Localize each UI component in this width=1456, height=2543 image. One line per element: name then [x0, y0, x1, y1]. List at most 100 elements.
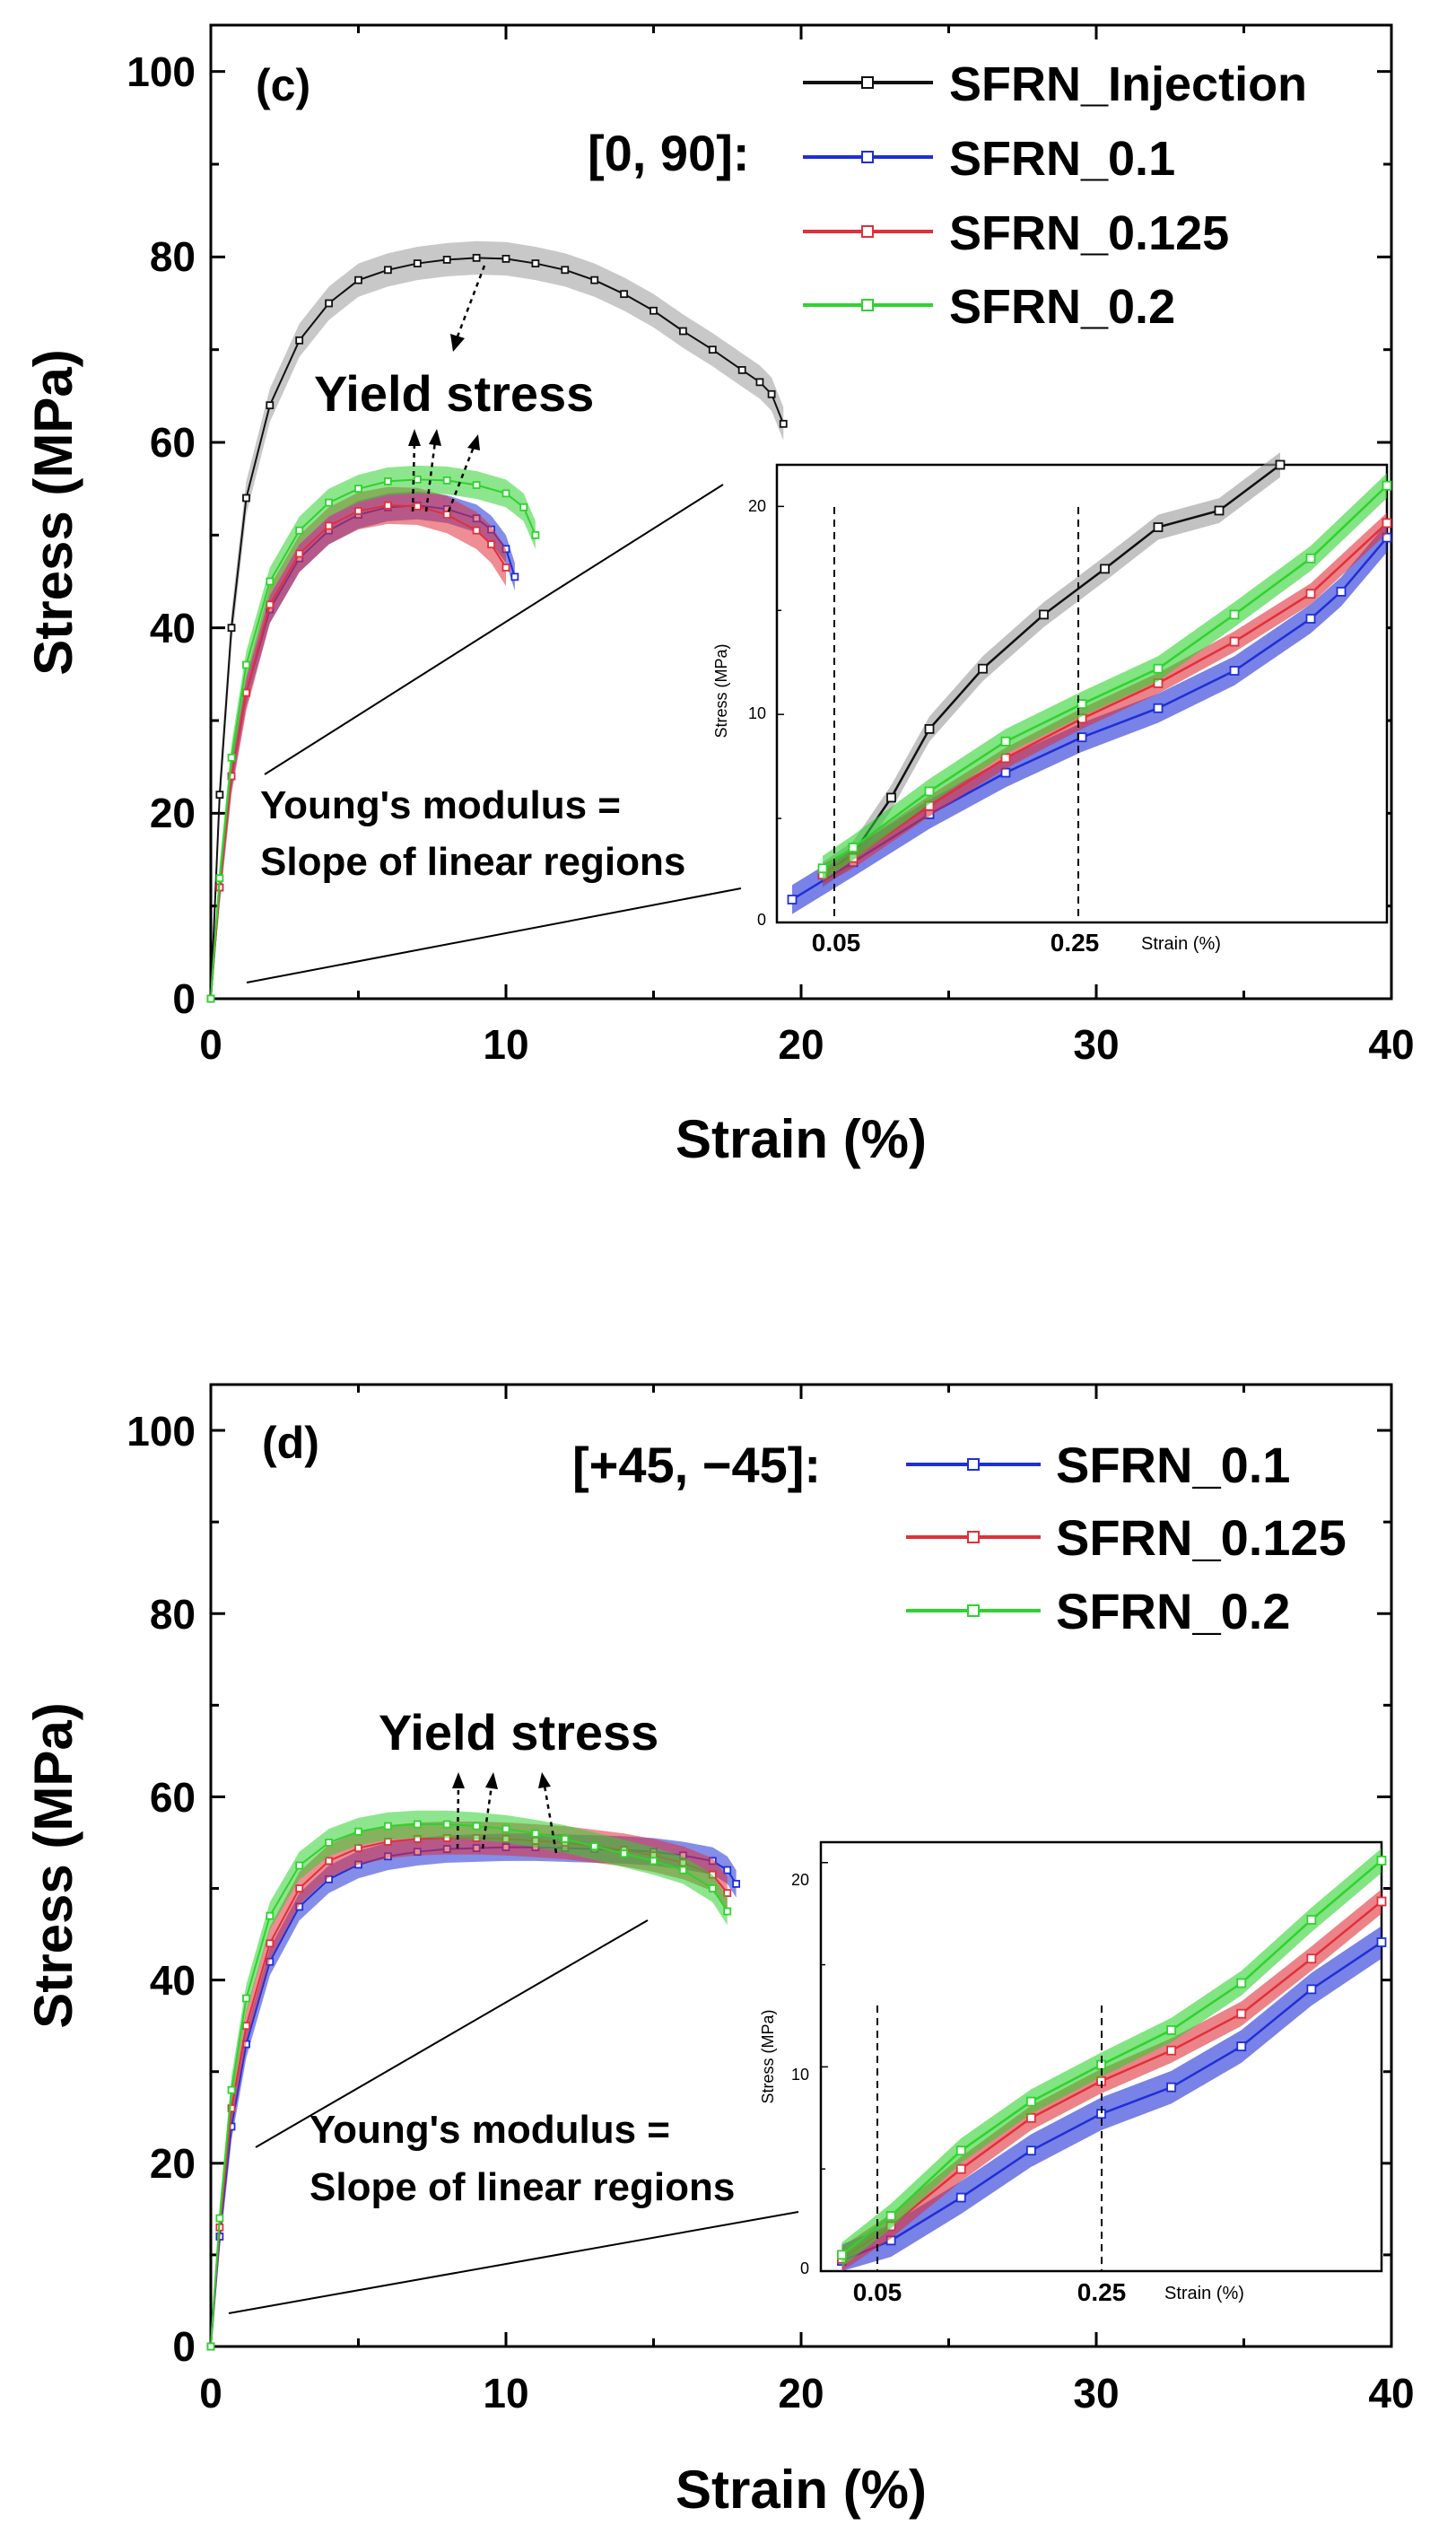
panel-c-series-sfrn-0-2-point — [519, 502, 528, 511]
panel-c-modulus-line1: Young's modulus = — [260, 783, 621, 827]
panel-d-series-sfrn-0-2-point — [531, 1829, 540, 1838]
panel-c-xtick-30: 30 — [1073, 1021, 1119, 1068]
panel-c-series-sfrn-0-2-point — [383, 477, 392, 485]
panel-c-inset-series-sfrn-0-1-point — [1153, 703, 1164, 713]
panel-c-inset-ytick-10: 10 — [748, 704, 766, 722]
panel-c-inset-series-sfrn-0-125-point — [1229, 636, 1240, 647]
panel-c-series-sfrn-0-125-point — [354, 507, 362, 515]
panel-d-series-sfrn-0-2-point — [242, 1994, 250, 2003]
panel-c-inset-series-sfrn-0-1-point — [1336, 587, 1347, 597]
panel-d-inset-series-sfrn-0-1-point — [1025, 2145, 1036, 2156]
panel-c-series-sfrn-injection-point — [590, 275, 599, 284]
panel-c: 0 10 20 30 40 0 20 40 60 80 100 Strain (… — [23, 23, 1415, 1169]
panel-c-inset-xtick-0.05: 0.05 — [812, 929, 861, 957]
panel-d-inset-ytick-0: 0 — [800, 2259, 809, 2277]
panel-c-series-sfrn-0-125-point — [442, 511, 451, 519]
panel-d-inset-series-sfrn-0-125-point — [1376, 1896, 1387, 1907]
legend-entry-sfrn-0-2: SFRN_0.2 — [803, 280, 1175, 334]
panel-c-inset: 0 10 20 0.05 0.25 Strain (%) Stress (MPa… — [712, 452, 1392, 957]
panel-d-inset-series-sfrn-0-1-point — [1306, 1984, 1317, 1995]
panel-d-inset-xtick-0.25: 0.25 — [1077, 2278, 1127, 2306]
panel-d-inset-xtick-0.05: 0.05 — [853, 2278, 902, 2306]
panel-c-series-sfrn-injection-point — [413, 259, 422, 267]
panel-d-series-sfrn-0-2-point — [620, 1849, 628, 1858]
panel-c-series-sfrn-injection — [206, 240, 788, 1003]
panel-d-series-sfrn-0-2-point — [650, 1857, 658, 1866]
panel-c-zoom-line-top — [264, 484, 724, 775]
panel-c-inset-series-sfrn-0-2-point — [1305, 553, 1316, 564]
panel-c-series-sfrn-injection-point — [561, 266, 570, 275]
panel-c-series-sfrn-injection-point — [708, 345, 717, 354]
panel-d-inset-series — [837, 1848, 1387, 2271]
legend-entry-sfrn-0-1: SFRN_0.1 — [906, 1437, 1290, 1493]
panel-d: 0 10 20 30 40 0 20 40 60 80 100 Strain (… — [23, 1383, 1415, 2520]
panel-d-inset-series-sfrn-0-2-point — [1236, 1978, 1247, 1988]
panel-d-series-sfrn-0-2-point — [442, 1820, 451, 1829]
panel-c-series-sfrn-0-2-point — [215, 874, 224, 883]
panel-c-xtick-0: 0 — [199, 1021, 222, 1068]
panel-c-series-sfrn-0-2-point — [325, 498, 334, 507]
panel-d-xtick-40: 40 — [1368, 2370, 1414, 2416]
panel-c-series-sfrn-injection-point — [215, 791, 224, 800]
panel-d-inset-series-sfrn-0-2-point — [1166, 2025, 1177, 2035]
panel-c-series-sfrn-0-125-band — [211, 486, 506, 999]
panel-c-series-sfrn-injection-point — [650, 306, 658, 315]
legend-label-sfrn-injection: SFRN_Injection — [949, 57, 1307, 111]
panel-d-inset-series-sfrn-0-2-point — [885, 2211, 896, 2221]
panel-d-ylabel: Stress (MPa) — [23, 1702, 83, 2028]
panel-c-zoom-line-bottom — [246, 887, 742, 983]
panel-c-series-sfrn-0-2-point — [295, 526, 304, 535]
panel-c-inset-ytick-20: 20 — [748, 497, 766, 515]
panel-c-layup: [0, 90]: — [588, 125, 750, 181]
panel-c-yield-stress-label: Yield stress — [314, 365, 594, 422]
panel-d-series-sfrn-0-125-point — [325, 1857, 334, 1866]
panel-c-inset-series-sfrn-0-2-point — [924, 786, 935, 797]
panel-c-inset-series-sfrn-0-2-point — [817, 863, 828, 874]
panel-c-series-sfrn-0-2 — [206, 465, 540, 1003]
panel-c-series-sfrn-injection-point — [501, 254, 510, 263]
panel-d-series-sfrn-0-1-point — [723, 1866, 732, 1874]
panel-d-layup: [+45, −45]: — [572, 1437, 821, 1493]
panel-d-xtick-30: 30 — [1073, 2370, 1119, 2416]
panel-c-series-sfrn-injection-band — [211, 240, 784, 999]
panel-c-inset-ylabel: Stress (MPa) — [712, 643, 730, 738]
panel-c-series-sfrn-injection-point — [472, 253, 481, 262]
panel-c-xlabel: Strain (%) — [676, 1109, 927, 1169]
panel-d-series-sfrn-0-2-point — [501, 1824, 510, 1833]
panel-d-series-sfrn-0-2-point — [383, 1822, 392, 1831]
panel-c-series-sfrn-0-125 — [206, 486, 510, 1003]
panel-c-series — [206, 240, 788, 1003]
panel-c-series-sfrn-injection-point — [383, 266, 392, 275]
panel-c-series-sfrn-injection-point — [531, 259, 540, 267]
panel-d-inset-series-sfrn-0-125-point — [1025, 2112, 1036, 2123]
legend-label-sfrn-0-2: SFRN_0.2 — [1056, 1583, 1290, 1639]
panel-c-series-sfrn-0-2-point — [413, 475, 422, 484]
panel-c-inset-series-sfrn-0-2-point — [1077, 699, 1087, 709]
panel-c-series-sfrn-injection-point — [242, 494, 250, 502]
panel-c-yield-arrowheads — [408, 334, 480, 450]
panel-c-xtick-40: 40 — [1368, 1021, 1414, 1068]
panel-c-series-sfrn-0-2-point — [266, 577, 275, 586]
panel-d-xtick-0: 0 — [199, 2370, 222, 2416]
panel-c-series-sfrn-injection-point — [767, 389, 776, 398]
panel-d-inset-series-sfrn-0-1-band — [841, 1926, 1382, 2271]
panel-c-inset-ytick-0: 0 — [757, 911, 766, 929]
panel-c-series-sfrn-0-2-point — [242, 660, 250, 669]
panel-c-series-sfrn-0-125-point — [472, 526, 481, 535]
panel-c-series-sfrn-0-125-point — [487, 540, 495, 549]
panel-c-inset-series-sfrn-0-125-point — [1382, 518, 1392, 529]
panel-d-inset-series-sfrn-0-2-point — [1306, 1915, 1317, 1925]
legend-label-sfrn-0-1: SFRN_0.1 — [1056, 1437, 1290, 1493]
panel-c-inset-series-sfrn-0-1-point — [1382, 532, 1392, 543]
panel-d-zoom-line-bottom — [228, 2211, 799, 2314]
legend-entry-sfrn-0-2: SFRN_0.2 — [906, 1583, 1290, 1639]
panel-d-inset-series-sfrn-0-125-point — [1166, 2045, 1177, 2056]
panel-c-inset-series-sfrn-0-1-point — [787, 895, 798, 904]
panel-c-ytick-40: 40 — [150, 605, 196, 651]
panel-c-ytick-0: 0 — [172, 975, 196, 1022]
panel-c-inset-series-sfrn-injection-point — [924, 724, 935, 734]
panel-d-inset-series-sfrn-0-125-band — [841, 1889, 1382, 2271]
panel-d-yield-stress-label: Yield stress — [379, 1704, 658, 1761]
panel-c-inset-series-sfrn-0-1-band — [792, 522, 1387, 914]
legend-entry-sfrn-0-125: SFRN_0.125 — [803, 206, 1229, 260]
